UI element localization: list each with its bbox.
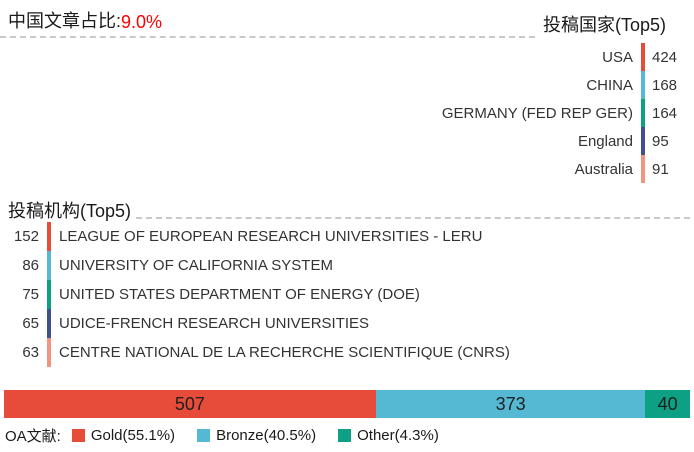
country-name: USA xyxy=(602,48,633,66)
country-name: GERMANY (FED REP GER) xyxy=(441,104,633,122)
country-row: England 95 xyxy=(0,127,694,155)
top-header: 中国文章占比: 9.0% 投稿国家(Top5) xyxy=(0,0,694,38)
legend-item-bronze[interactable]: Bronze(40.5%) xyxy=(197,427,316,444)
legend-label-gold: Gold(55.1%) xyxy=(90,427,176,444)
country-color-bar xyxy=(641,43,645,71)
dashed-divider xyxy=(136,217,690,219)
institution-row: 152 LEAGUE OF EUROPEAN RESEARCH UNIVERSI… xyxy=(0,222,694,251)
country-row: USA 424 xyxy=(0,43,694,71)
institution-color-bar xyxy=(47,251,51,280)
country-name: Australia xyxy=(574,160,633,178)
oa-legend-title: OA文献: xyxy=(5,428,61,445)
institution-row: 75 UNITED STATES DEPARTMENT OF ENERGY (D… xyxy=(0,280,694,309)
institutions-list: 152 LEAGUE OF EUROPEAN RESEARCH UNIVERSI… xyxy=(0,222,694,367)
institution-color-bar xyxy=(47,280,51,309)
china-ratio-label: 中国文章占比: xyxy=(8,11,122,31)
legend-swatch-bronze xyxy=(197,429,211,442)
country-value: 168 xyxy=(652,76,678,94)
institution-name: CENTRE NATIONAL DE LA RECHERCHE SCIENTIF… xyxy=(59,344,510,361)
oa-segment-value: 507 xyxy=(174,393,205,414)
countries-list: USA 424 CHINA 168 GERMANY (FED REP GER) … xyxy=(0,38,694,183)
china-ratio-stat: 中国文章占比: 9.0% xyxy=(0,0,535,38)
legend-swatch-gold xyxy=(71,429,85,442)
china-ratio-value: 9.0% xyxy=(121,12,163,32)
oa-stacked-bar: 507 373 40 xyxy=(4,390,690,418)
country-color-bar xyxy=(641,99,645,127)
institution-value: 65 xyxy=(22,315,39,332)
institution-value: 152 xyxy=(13,228,39,245)
country-row: GERMANY (FED REP GER) 164 xyxy=(0,99,694,127)
legend-item-gold[interactable]: Gold(55.1%) xyxy=(71,427,176,444)
institution-color-bar xyxy=(47,309,51,338)
institution-name: UNITED STATES DEPARTMENT OF ENERGY (DOE) xyxy=(59,286,420,303)
country-row: CHINA 168 xyxy=(0,71,694,99)
institution-name: UDICE-FRENCH RESEARCH UNIVERSITIES xyxy=(59,315,370,332)
legend-label-bronze: Bronze(40.5%) xyxy=(216,427,317,444)
institution-value: 63 xyxy=(22,344,39,361)
institutions-title: 投稿机构(Top5) xyxy=(8,201,132,222)
oa-segment-bronze: 373 xyxy=(375,390,646,418)
oa-legend: OA文献: Gold(55.1%) Bronze(40.5%) Other(4.… xyxy=(0,418,694,446)
country-name: England xyxy=(577,132,633,150)
institutions-header: 投稿机构(Top5) xyxy=(0,183,694,222)
country-color-bar xyxy=(641,155,645,183)
countries-title: 投稿国家(Top5) xyxy=(542,15,666,35)
institution-row: 65 UDICE-FRENCH RESEARCH UNIVERSITIES xyxy=(0,309,694,338)
country-value: 91 xyxy=(652,160,669,178)
institution-name: LEAGUE OF EUROPEAN RESEARCH UNIVERSITIES… xyxy=(59,228,483,245)
oa-segment-other: 40 xyxy=(645,390,690,418)
institution-value: 75 xyxy=(22,286,39,303)
country-color-bar xyxy=(641,71,645,99)
oa-segment-gold: 507 xyxy=(4,390,376,418)
country-color-bar xyxy=(641,127,645,155)
institution-color-bar xyxy=(47,338,51,367)
country-row: Australia 91 xyxy=(0,155,694,183)
legend-label-other: Other(4.3%) xyxy=(357,427,439,444)
legend-item-other[interactable]: Other(4.3%) xyxy=(338,427,439,444)
country-value: 164 xyxy=(652,104,678,122)
oa-segment-value: 40 xyxy=(657,393,678,414)
legend-swatch-other xyxy=(338,429,352,442)
institution-row: 86 UNIVERSITY OF CALIFORNIA SYSTEM xyxy=(0,251,694,280)
oa-segment-value: 373 xyxy=(495,393,526,414)
institution-name: UNIVERSITY OF CALIFORNIA SYSTEM xyxy=(59,257,333,274)
country-name: CHINA xyxy=(586,76,633,94)
country-value: 95 xyxy=(652,132,669,150)
country-value: 424 xyxy=(652,48,678,66)
institution-row: 63 CENTRE NATIONAL DE LA RECHERCHE SCIEN… xyxy=(0,338,694,367)
institution-color-bar xyxy=(47,222,51,251)
institution-value: 86 xyxy=(22,257,39,274)
